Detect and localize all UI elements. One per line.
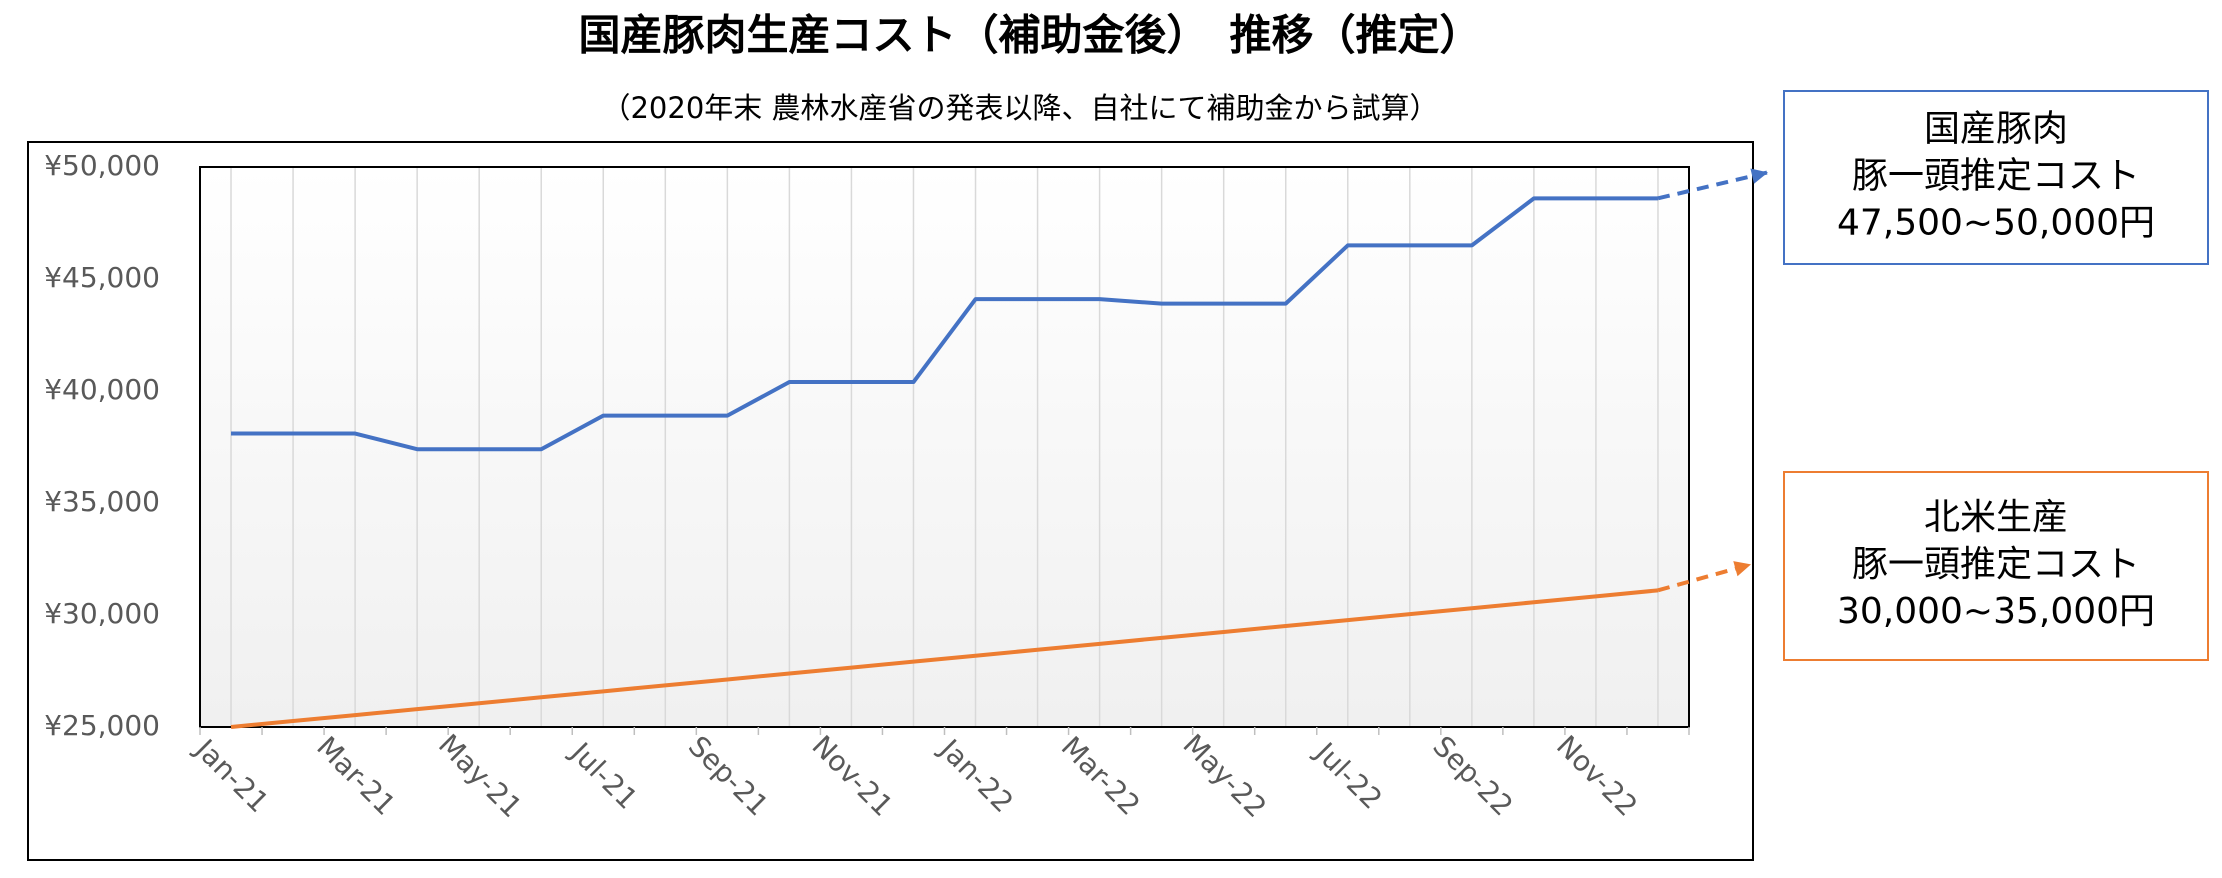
x-tick-label: Jan-22 xyxy=(932,731,1020,819)
annotation-text: 豚一頭推定コスト xyxy=(1852,156,2140,197)
x-tick-label: Jul-22 xyxy=(1308,735,1389,816)
x-tick-label: Jul-21 xyxy=(563,735,644,816)
x-tick-label: Nov-22 xyxy=(1550,729,1644,823)
chart-border xyxy=(27,141,1754,861)
y-tick-label: ¥35,000 xyxy=(44,485,160,518)
x-tick-label: Sep-21 xyxy=(682,729,775,822)
series-line xyxy=(230,588,1659,729)
annotation-text: 北米生産 xyxy=(1924,497,2068,538)
series-line xyxy=(231,196,1658,452)
annotation-text: 豚一頭推定コスト xyxy=(1852,544,2140,585)
x-tick-label: Sep-22 xyxy=(1426,729,1519,822)
x-tick-label: Jan-21 xyxy=(188,731,276,819)
annotation-text: 47,500~50,000円 xyxy=(1837,203,2155,244)
y-tick-label: ¥45,000 xyxy=(44,261,160,294)
chart-subtitle: （2020年末 農林水産省の発表以降、自社にて補助金から試算） xyxy=(601,91,1438,125)
y-tick-label: ¥30,000 xyxy=(44,597,160,630)
x-tick-label: May-22 xyxy=(1177,728,1273,824)
y-tick-label: ¥50,000 xyxy=(44,149,160,182)
arrow-head xyxy=(1733,561,1751,577)
annotation-text: 30,000~35,000円 xyxy=(1837,591,2155,632)
x-tick-label: Mar-21 xyxy=(310,730,402,822)
annotation-box xyxy=(1783,90,2209,265)
x-tick-label: May-21 xyxy=(432,728,528,824)
x-tick-label: Mar-22 xyxy=(1055,730,1147,822)
annotation-text: 国産豚肉 xyxy=(1924,109,2068,150)
arrow-head xyxy=(1750,168,1768,184)
y-tick-label: ¥25,000 xyxy=(44,709,160,742)
y-tick-label: ¥40,000 xyxy=(44,373,160,406)
chart-title: 国産豚肉生産コスト（補助金後） 推移（推定） xyxy=(578,11,1481,60)
annotation-box xyxy=(1783,471,2209,661)
plot-background xyxy=(200,167,1689,727)
x-tick-label: Nov-21 xyxy=(806,729,900,823)
